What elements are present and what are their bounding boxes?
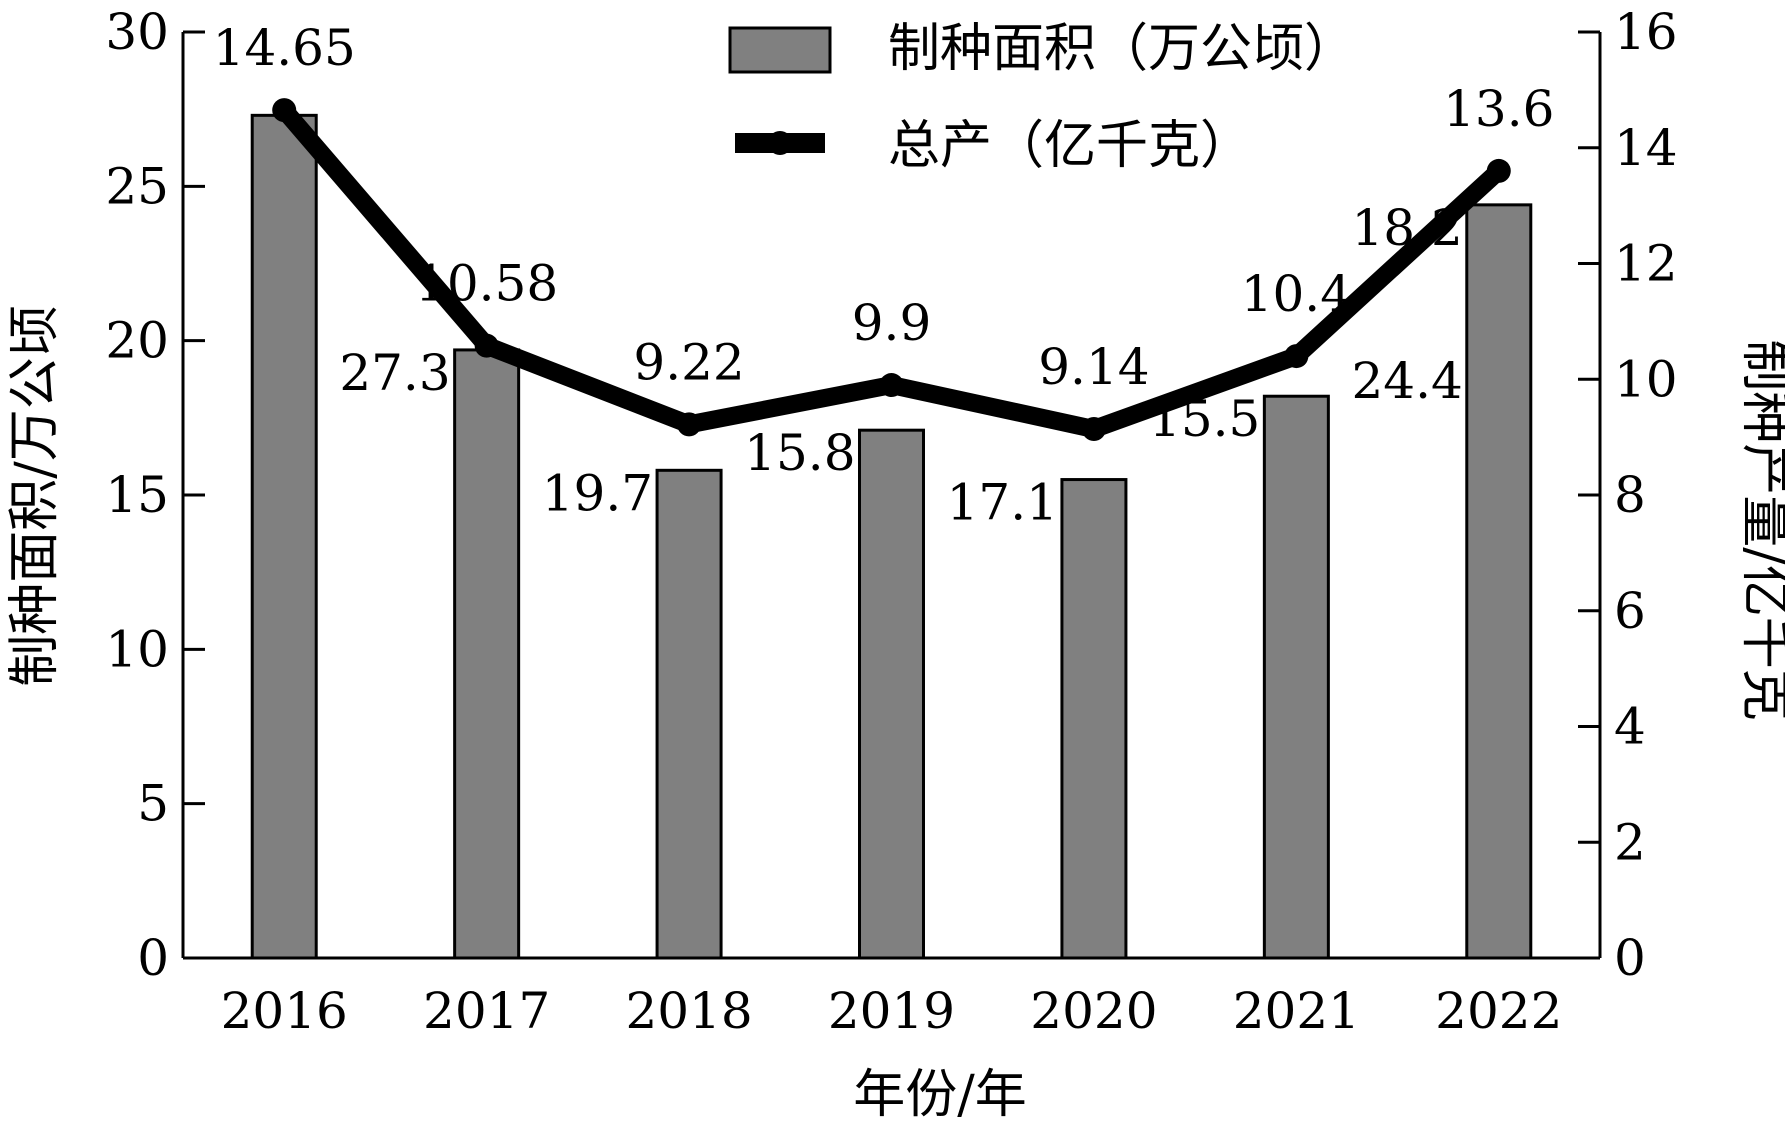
- line-point: [1284, 344, 1309, 369]
- bar-value-label: 27.3: [339, 344, 450, 402]
- y-tick-label-left: 5: [137, 775, 169, 833]
- x-tick-label: 2022: [1435, 982, 1562, 1040]
- x-tick-label: 2016: [221, 982, 348, 1040]
- y-axis-title-left: 制种面积/万公顷: [5, 305, 65, 687]
- line-point: [1081, 417, 1106, 442]
- bar: [858, 428, 925, 960]
- y-tick-label-left: 10: [105, 620, 169, 678]
- y-axis-title-right: 制种产量/亿千克: [1735, 339, 1785, 721]
- line-value-label: 9.9: [852, 294, 932, 352]
- line-value-label: 9.14: [1038, 338, 1149, 396]
- line-point: [677, 412, 702, 437]
- x-tick-label: 2020: [1030, 982, 1157, 1040]
- y-tick-label-left: 30: [105, 3, 169, 61]
- legend-swatch-marker: [768, 131, 792, 155]
- line-value-label: 14.65: [213, 19, 356, 77]
- bar: [1060, 478, 1128, 960]
- y-tick-label-left: 15: [105, 466, 169, 524]
- line-point: [272, 98, 297, 123]
- line-point: [879, 373, 904, 398]
- bar: [1262, 394, 1330, 960]
- bar: [453, 348, 521, 960]
- y-tick-label-right: 8: [1614, 466, 1646, 524]
- bar-value-label: 24.4: [1351, 352, 1462, 410]
- x-tick-label: 2017: [423, 982, 550, 1040]
- bar-value-label: 15.8: [744, 424, 855, 482]
- legend: 制种面积（万公顷） 总产（亿千克）: [728, 19, 1356, 176]
- y-tick-label-right: 10: [1614, 350, 1678, 408]
- line-value-label: 13.6: [1443, 80, 1554, 138]
- y-tick-label-right: 4: [1614, 698, 1646, 756]
- x-tick-label: 2019: [828, 982, 955, 1040]
- line-value-label: 10.58: [415, 255, 558, 313]
- legend-label-line: 总产（亿千克）: [888, 116, 1252, 176]
- y-tick-label-left: 25: [105, 157, 169, 215]
- y-tick-label-right: 2: [1614, 813, 1646, 871]
- line-value-label: 9.22: [633, 333, 744, 391]
- bar: [250, 113, 318, 960]
- y-tick-label-left: 20: [105, 312, 169, 370]
- y-tick-label-right: 12: [1614, 235, 1678, 293]
- legend-label-bar: 制种面积（万公顷）: [888, 19, 1356, 79]
- y-tick-label-right: 14: [1614, 119, 1678, 177]
- y-tick-label-right: 16: [1614, 3, 1678, 61]
- x-tick-label: 2018: [625, 982, 752, 1040]
- x-tick-label: 2021: [1233, 982, 1360, 1040]
- y-tick-label-right: 6: [1614, 582, 1646, 640]
- bar-value-label: 17.1: [947, 474, 1058, 532]
- bar: [655, 468, 723, 960]
- legend-swatch-bar: [728, 26, 832, 74]
- line-point: [1486, 158, 1511, 183]
- plot-area: 0 5 10 15 20 25 30 0 2 4 6 8 10 12 14 16 2016 2017 2018 201…: [105, 3, 1677, 1040]
- bar: [1465, 203, 1533, 960]
- y-tick-label-right: 0: [1614, 929, 1646, 987]
- bar-value-label: 19.7: [542, 464, 653, 522]
- line-value-label: 10.4: [1241, 265, 1352, 323]
- y-tick-label-left: 0: [137, 929, 169, 987]
- line-point: [474, 333, 499, 358]
- x-axis-title: 年份/年: [853, 1065, 1027, 1122]
